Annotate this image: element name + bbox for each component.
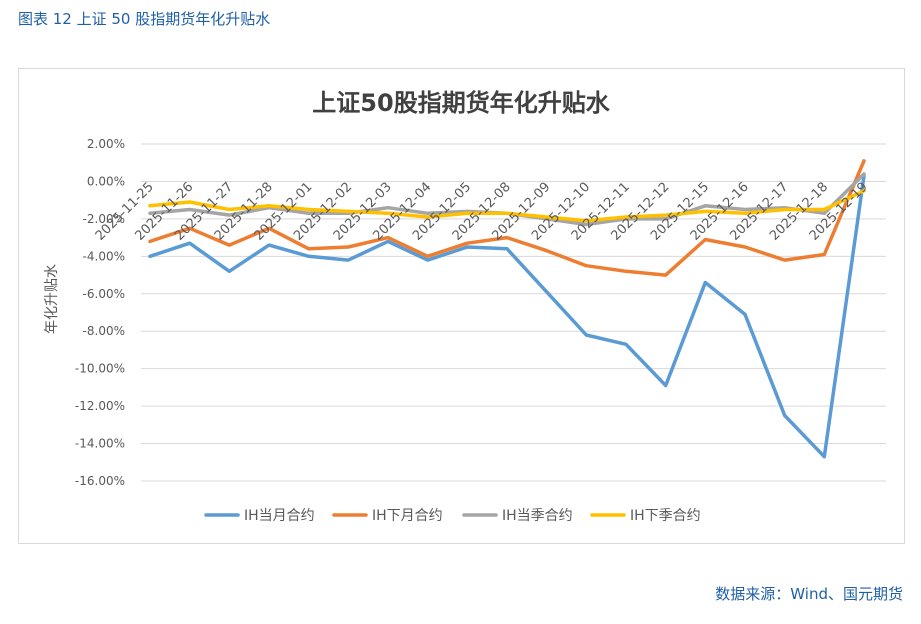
figure-caption: 图表 12 上证 50 股指期货年化升贴水: [18, 10, 271, 28]
y-tick-label: 0.00%: [87, 174, 125, 188]
chart-frame: 上证50股指期货年化升贴水 2.00% 0.00% -2.00% -4.00% -6.00…: [18, 68, 905, 544]
y-tick-label: -12.00%: [75, 399, 125, 413]
y-tick-label: -6.00%: [83, 287, 125, 301]
legend-label: IH当月合约: [244, 508, 315, 524]
y-tick-label: -4.00%: [83, 249, 125, 263]
y-tick-label: -16.00%: [75, 474, 125, 488]
series-line-IH当月合约: [148, 174, 866, 459]
y-axis-label: 年化升贴水: [44, 264, 60, 334]
y-tick-label: -2.00%: [83, 212, 125, 226]
chart-title: 上证50股指期货年化升贴水: [312, 89, 610, 117]
legend-label: IH下季合约: [630, 508, 701, 524]
legend-label: IH当季合约: [502, 508, 573, 524]
y-tick-label: -8.00%: [83, 324, 125, 338]
y-tick-label: -14.00%: [75, 437, 125, 451]
legend-label: IH下月合约: [372, 508, 443, 524]
series-line-IH下月合约: [148, 159, 866, 277]
chart-svg: 上证50股指期货年化升贴水 2.00% 0.00% -2.00% -4.00% -6.00…: [44, 89, 886, 524]
y-tick-label: 2.00%: [87, 137, 125, 151]
series-line-IH下季合约: [148, 189, 866, 223]
data-source: 数据来源：Wind、国元期货: [715, 585, 903, 603]
y-tick-label: -10.00%: [75, 362, 125, 376]
